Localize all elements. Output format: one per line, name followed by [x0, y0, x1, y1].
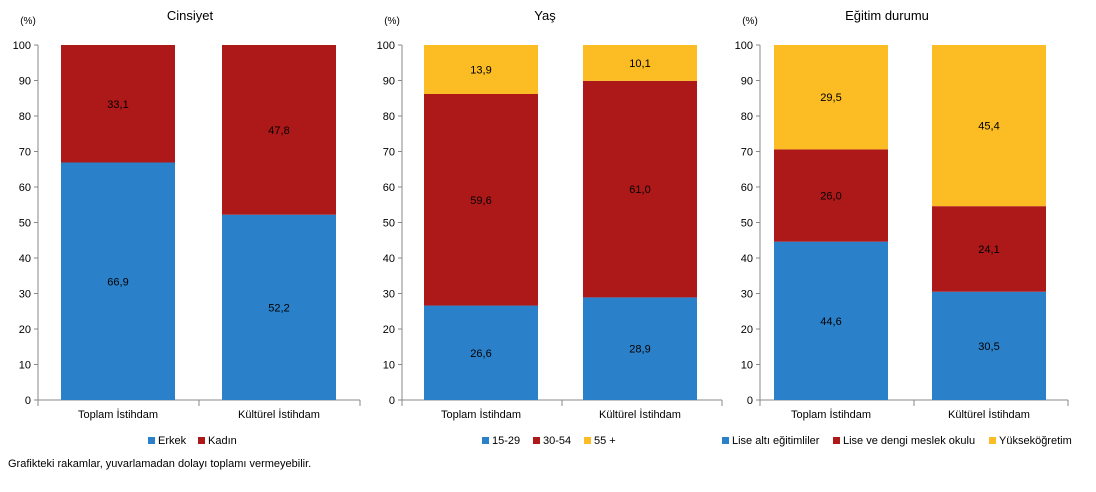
bar-segment-2	[222, 45, 336, 215]
y-axis-unit: (%)	[384, 16, 400, 27]
y-tick-label: 70	[383, 147, 395, 159]
bar-segment-1	[424, 305, 538, 400]
y-tick-label: 10	[19, 360, 31, 372]
bar-segment-2	[61, 45, 175, 163]
y-tick-label: 30	[741, 289, 753, 301]
y-tick-label: 40	[19, 253, 31, 265]
data-label: 45,4	[978, 121, 999, 133]
bar-segment-3	[583, 45, 697, 81]
y-tick-label: 10	[383, 360, 395, 372]
y-tick-label: 40	[383, 253, 395, 265]
legend-label: 30-54	[543, 435, 571, 447]
legend-swatch	[722, 437, 729, 444]
bar-segment-1	[583, 297, 697, 400]
chart-title: Eğitim durumu	[845, 8, 929, 23]
x-tick-label: Toplam İstihdam	[441, 408, 521, 421]
data-label: 33,1	[107, 99, 128, 111]
y-tick-label: 60	[19, 182, 31, 194]
legend-swatch	[482, 437, 489, 444]
data-label: 47,8	[268, 125, 289, 137]
y-tick-label: 80	[383, 111, 395, 123]
y-tick-label: 100	[377, 40, 395, 52]
data-label: 30,5	[978, 341, 999, 353]
data-label: 13,9	[470, 64, 491, 76]
y-tick-label: 60	[383, 182, 395, 194]
x-tick-label: Kültürel İstihdam	[599, 408, 681, 421]
x-tick-label: Kültürel İstihdam	[238, 408, 320, 421]
y-tick-label: 50	[383, 218, 395, 230]
legend-label: Kadın	[208, 435, 237, 447]
legend-label: 55 +	[594, 435, 616, 447]
bar-segment-3	[932, 45, 1046, 207]
data-label: 26,0	[820, 191, 841, 203]
y-tick-label: 70	[741, 147, 753, 159]
legend-label: Lise ve dengi meslek okulu	[843, 435, 975, 447]
y-tick-label: 50	[19, 218, 31, 230]
y-tick-label: 90	[19, 76, 31, 88]
data-label: 61,0	[629, 184, 650, 196]
legend-swatch	[533, 437, 540, 444]
bar-segment-2	[932, 206, 1046, 292]
bar-segment-1	[774, 241, 888, 400]
data-label: 29,5	[820, 92, 841, 104]
y-tick-label: 0	[25, 395, 31, 407]
legend-label: Erkek	[158, 435, 187, 447]
legend-label: Lise altı eğitimliler	[732, 435, 820, 447]
y-tick-label: 80	[19, 111, 31, 123]
bar-segment-2	[424, 93, 538, 306]
data-label: 26,6	[470, 348, 491, 360]
y-axis-unit: (%)	[20, 16, 36, 27]
y-tick-label: 70	[19, 147, 31, 159]
bar-segment-1	[932, 291, 1046, 400]
data-label: 44,6	[820, 316, 841, 328]
x-tick-label: Kültürel İstihdam	[948, 408, 1030, 421]
data-label: 66,9	[107, 276, 128, 288]
y-tick-label: 90	[741, 76, 753, 88]
y-tick-label: 40	[741, 253, 753, 265]
y-tick-label: 20	[741, 324, 753, 336]
data-label: 10,1	[629, 58, 650, 70]
y-tick-label: 60	[741, 182, 753, 194]
y-tick-label: 50	[741, 218, 753, 230]
y-tick-label: 20	[19, 324, 31, 336]
y-tick-label: 10	[741, 360, 753, 372]
bar-segment-3	[424, 45, 538, 94]
data-label: 52,2	[268, 302, 289, 314]
legend-swatch	[584, 437, 591, 444]
y-tick-label: 20	[383, 324, 395, 336]
y-axis-unit: (%)	[742, 16, 758, 27]
bar-segment-1	[61, 162, 175, 400]
legend-swatch	[198, 437, 205, 444]
chart-title: Cinsiyet	[167, 8, 214, 23]
data-label: 59,6	[470, 195, 491, 207]
y-tick-label: 90	[383, 76, 395, 88]
legend-label: Yükseköğretim	[999, 435, 1072, 447]
x-tick-label: Toplam İstihdam	[791, 408, 871, 421]
bar-segment-3	[774, 45, 888, 150]
y-tick-label: 30	[19, 289, 31, 301]
bar-segment-2	[774, 149, 888, 242]
y-tick-label: 0	[747, 395, 753, 407]
y-tick-label: 100	[735, 40, 753, 52]
data-label: 28,9	[629, 344, 650, 356]
bar-segment-2	[583, 80, 697, 298]
bar-segment-1	[222, 214, 336, 400]
y-tick-label: 100	[13, 40, 31, 52]
legend-swatch	[148, 437, 155, 444]
x-tick-label: Toplam İstihdam	[78, 408, 158, 421]
legend-swatch	[833, 437, 840, 444]
y-tick-label: 0	[389, 395, 395, 407]
y-tick-label: 30	[383, 289, 395, 301]
legend-label: 15-29	[492, 435, 520, 447]
data-label: 24,1	[978, 244, 999, 256]
legend-swatch	[989, 437, 996, 444]
chart-title: Yaş	[534, 8, 556, 23]
footnote: Grafikteki rakamlar, yuvarlamadan dolayı…	[8, 458, 312, 470]
y-tick-label: 80	[741, 111, 753, 123]
